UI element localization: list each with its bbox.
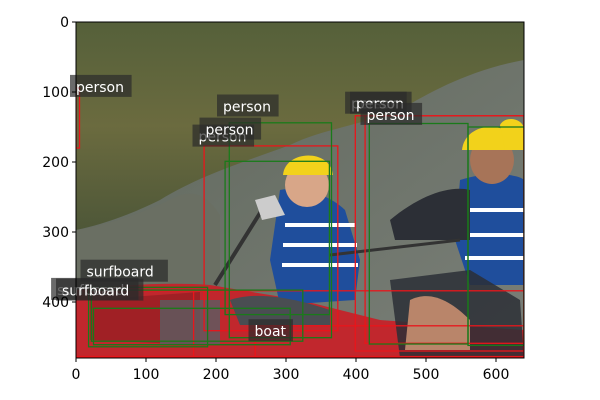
x-tick-label: 400: [343, 367, 370, 383]
detection-label-box: [360, 102, 423, 125]
x-axis: 0 100 200 300 400 500 600: [72, 358, 510, 383]
y-axis: 0 100 200 300 400: [42, 15, 76, 311]
detection-label: surfboard: [87, 265, 154, 281]
axes-frame: [75, 21, 525, 359]
detection-label: person: [223, 100, 271, 116]
y-tick-label: 300: [42, 225, 69, 241]
detection-labels: personpersonpersonpersonpersonpersonpers…: [51, 74, 423, 342]
detection-label-box: [248, 319, 293, 342]
detection-label-box: [56, 278, 144, 301]
ground-truth-box: [224, 160, 331, 316]
y-tick-label: 400: [42, 295, 69, 311]
detection-label-box: [70, 74, 132, 97]
ground-truth-box: [87, 286, 209, 348]
detection-label-box: [217, 94, 279, 117]
ground-truth-box: [90, 289, 304, 342]
detection-label-box: [199, 117, 262, 140]
ground-truth-box: [467, 126, 524, 347]
detection-label-box: [80, 259, 168, 282]
detection-label: person: [367, 108, 415, 124]
x-tick-label: 600: [483, 367, 510, 383]
detection-label: person: [206, 123, 254, 139]
x-tick-label: 500: [413, 367, 440, 383]
detection-label: boat: [255, 324, 287, 340]
photo: [76, 22, 524, 358]
y-tick-label: 0: [60, 15, 69, 31]
x-tick-label: 0: [72, 367, 81, 383]
x-tick-label: 200: [203, 367, 230, 383]
y-tick-label: 100: [42, 85, 69, 101]
y-tick-label: 200: [42, 155, 69, 171]
detection-label: person: [76, 80, 124, 96]
detection-label: surfboard: [62, 284, 129, 300]
x-tick-label: 100: [133, 367, 160, 383]
x-tick-label: 300: [273, 367, 300, 383]
